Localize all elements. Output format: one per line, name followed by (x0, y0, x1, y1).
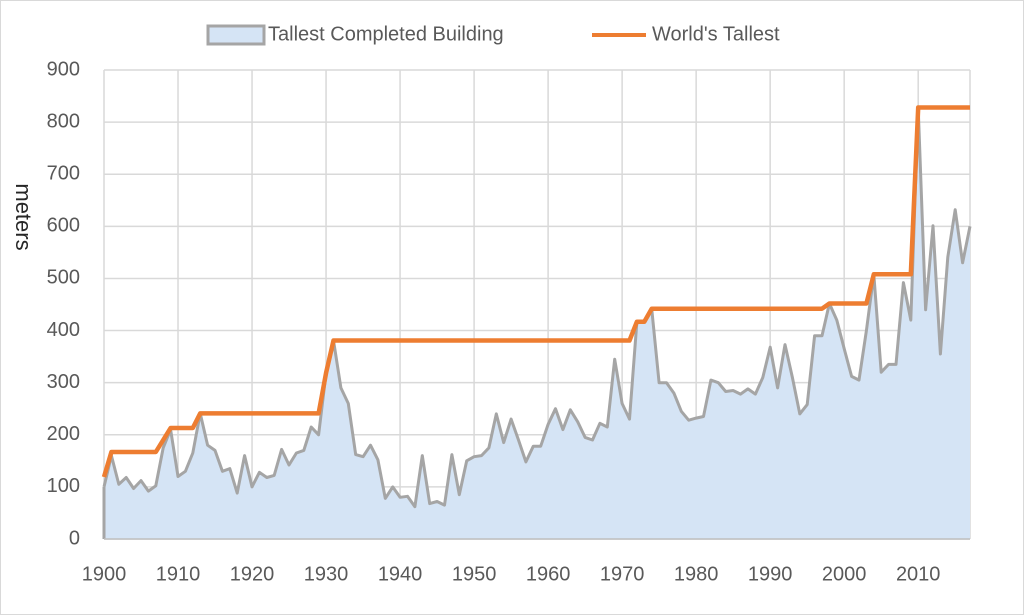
x-tick-label: 1940 (378, 563, 423, 585)
legend-swatch (206, 24, 266, 46)
y-tick-label: 200 (47, 423, 80, 445)
line (101, 105, 970, 478)
y-tick-label: 500 (47, 267, 80, 289)
x-tick-label: 1910 (156, 563, 201, 585)
x-tick-label: 2000 (822, 563, 867, 585)
legend-label: Tallest Completed Building (268, 23, 504, 45)
x-tick-label: 1980 (674, 563, 719, 585)
x-tick-label: 1970 (600, 563, 645, 585)
legend-label: World's Tallest (652, 23, 780, 45)
x-tick-label: 1990 (748, 563, 793, 585)
x-tick-label: 1930 (304, 563, 349, 585)
y-tick-label: 300 (47, 371, 80, 393)
y-tick-label: 400 (47, 319, 80, 341)
y-tick-label: 800 (47, 110, 80, 132)
line (102, 106, 972, 509)
y-tick-label: 600 (47, 215, 80, 237)
y-tick-label: 0 (69, 527, 80, 549)
x-tick-label: 2010 (896, 563, 941, 585)
x-tick-label: 1960 (526, 563, 571, 585)
x-tick-label: 1950 (452, 563, 497, 585)
y-tick-label: 900 (47, 58, 80, 80)
x-tick-label: 1900 (82, 563, 127, 585)
x-tick-label: 1920 (230, 563, 275, 585)
y-tick-label: 700 (47, 163, 80, 185)
y-axis-label: meters (11, 183, 36, 250)
y-tick-label: 100 (47, 475, 80, 497)
